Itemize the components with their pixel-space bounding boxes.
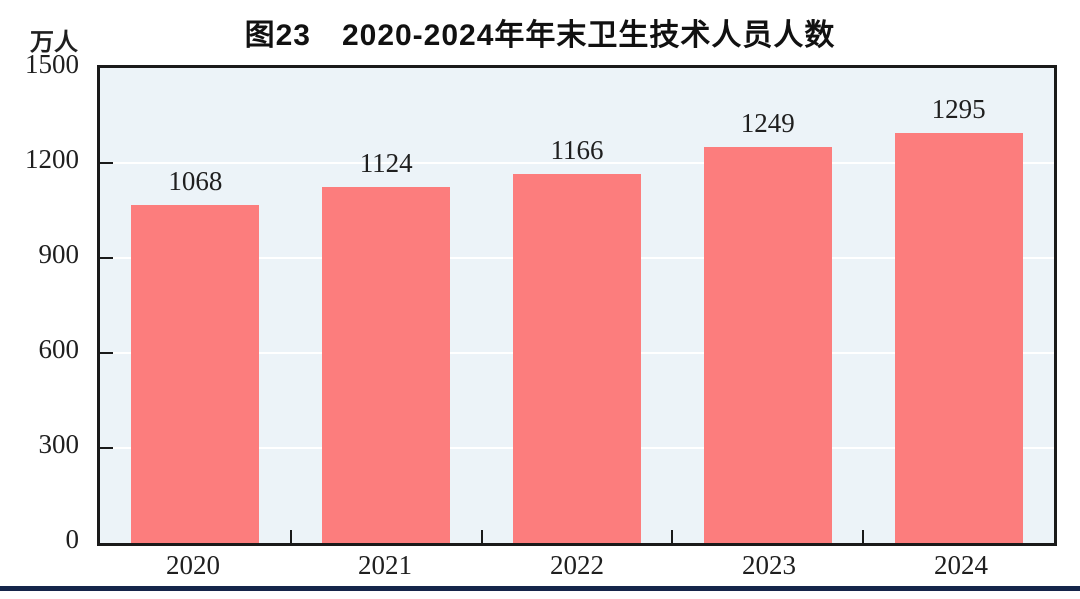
bar-value-label: 1166 xyxy=(550,134,604,165)
y-axis-tick-label: 1200 xyxy=(25,144,79,174)
x-tick-mark xyxy=(862,530,865,543)
bar-slot: 1166 xyxy=(482,68,673,543)
y-tick-mark xyxy=(100,352,113,354)
bar-2023 xyxy=(703,147,832,543)
x-tick-mark xyxy=(671,530,674,543)
x-axis-tick-label: 2021 xyxy=(358,550,412,580)
x-axis-tick-label: 2024 xyxy=(934,550,988,580)
bar-2024 xyxy=(894,132,1023,543)
x-tick-mark xyxy=(480,530,483,543)
bars-row: 1068 1124 1166 1249 1295 xyxy=(100,68,1054,543)
y-axis-tick-label: 900 xyxy=(38,239,80,269)
chart-title: 图23 2020-2024年年末卫生技术人员人数 xyxy=(244,19,836,52)
plot-area: 1068 1124 1166 1249 1295 xyxy=(97,65,1057,546)
bottom-rule xyxy=(0,586,1080,591)
y-tick-mark xyxy=(100,162,113,164)
x-axis: 2020 2021 2022 2023 2024 xyxy=(97,550,1057,581)
bar-slot: 1295 xyxy=(863,68,1054,543)
x-axis-tick-label: 2022 xyxy=(550,550,604,580)
y-axis-unit-label: 万人 xyxy=(30,29,78,56)
x-tick-mark xyxy=(289,530,292,543)
y-axis-tick-label: 1500 xyxy=(25,49,79,79)
bar-value-label: 1124 xyxy=(359,148,413,179)
bar-value-label: 1068 xyxy=(168,165,223,196)
bar-2022 xyxy=(513,173,641,543)
x-axis-tick-label: 2023 xyxy=(742,550,796,580)
bar-value-label: 1249 xyxy=(740,108,795,139)
y-axis-tick-label: 600 xyxy=(38,334,80,364)
bar-2021 xyxy=(322,187,451,543)
bar-slot: 1124 xyxy=(291,68,482,543)
gridline xyxy=(100,162,1054,164)
bar-slot: 1249 xyxy=(672,68,863,543)
bar-slot: 1068 xyxy=(100,68,291,543)
y-axis-tick-label: 300 xyxy=(38,429,80,459)
y-axis-tick-label: 0 xyxy=(65,524,80,554)
bar-value-label: 1295 xyxy=(931,93,986,124)
x-axis-tick-label: 2020 xyxy=(166,550,220,580)
y-tick-mark xyxy=(100,447,113,449)
y-axis: 0 300 600 900 1200 1500 xyxy=(0,49,87,554)
y-tick-mark xyxy=(100,257,113,259)
bar-2020 xyxy=(131,204,260,543)
